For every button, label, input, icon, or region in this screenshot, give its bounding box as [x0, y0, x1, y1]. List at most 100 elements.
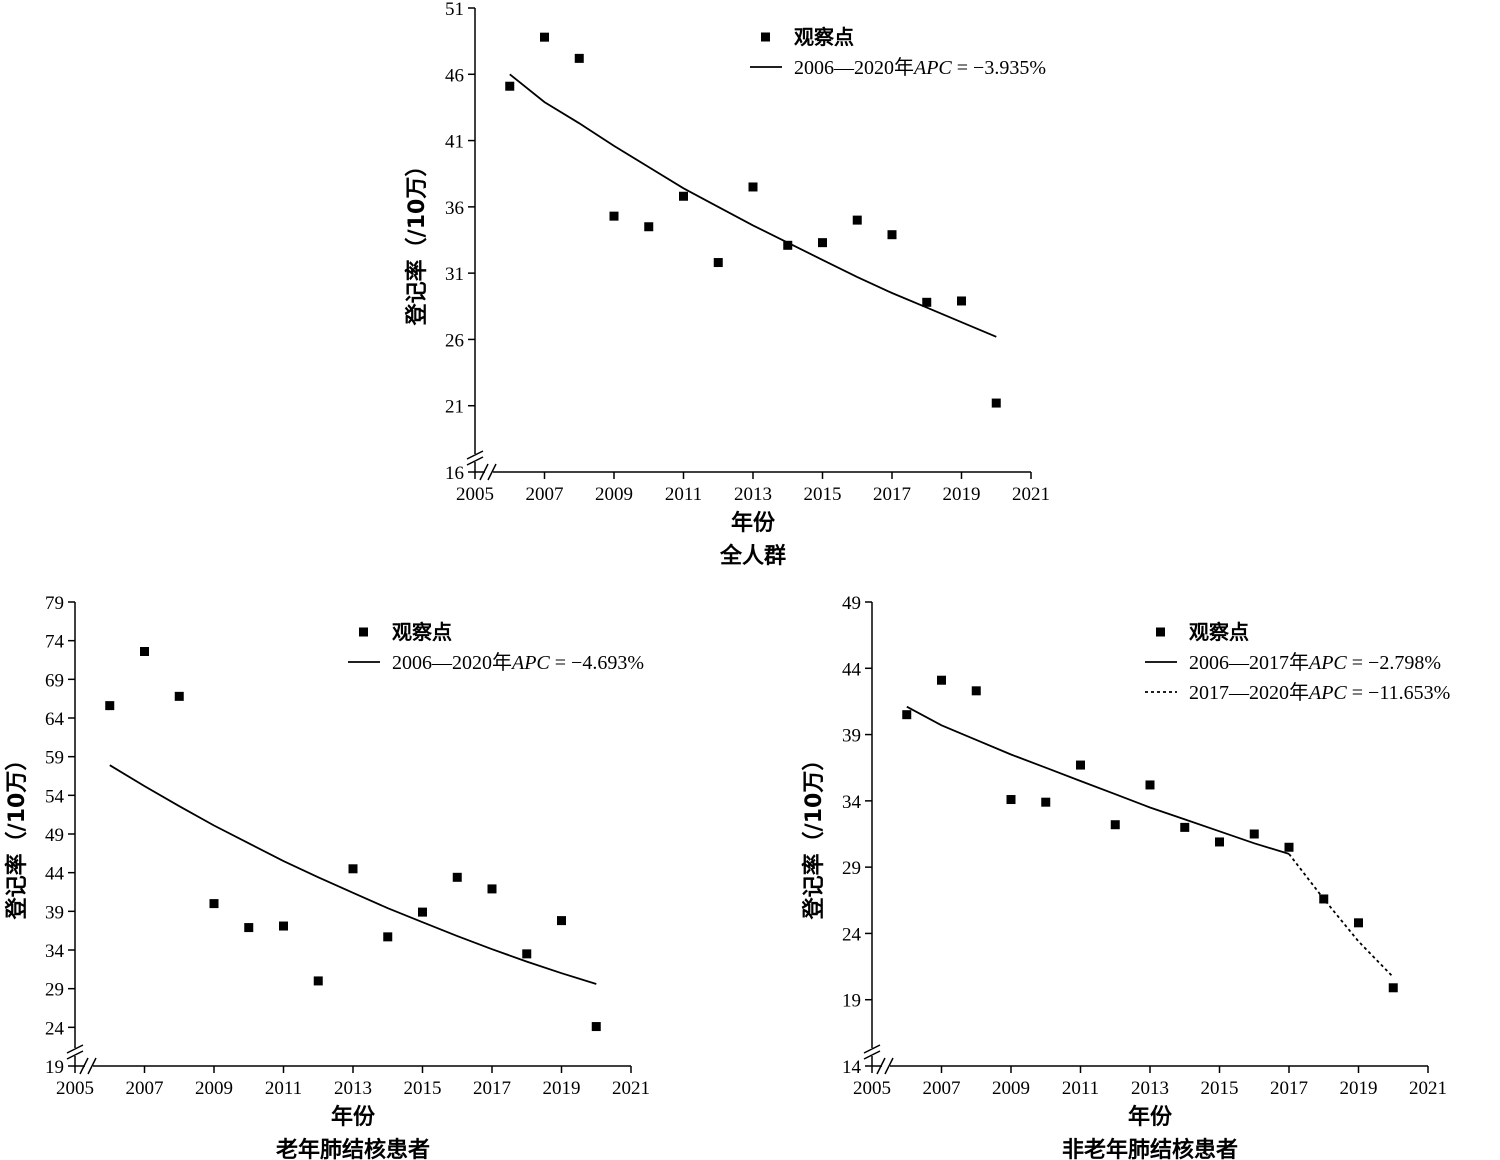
- fit-line-1: [109, 764, 597, 985]
- y-tick-label: 51: [445, 0, 464, 20]
- y-tick-label: 49: [45, 825, 64, 846]
- y-tick-label: 24: [842, 924, 862, 945]
- observed-point: [522, 949, 532, 959]
- observed-point: [1110, 820, 1120, 830]
- observed-point: [1388, 983, 1398, 993]
- x-axis-title: 年份: [331, 1104, 376, 1130]
- y-tick-label: 64: [45, 709, 65, 730]
- observed-point: [348, 864, 358, 874]
- observed-point: [452, 872, 462, 882]
- y-axis-title: 登记率（/10万）: [404, 155, 430, 327]
- y-tick-label: 59: [45, 748, 64, 769]
- x-tick-label: 2021: [612, 1078, 650, 1099]
- observed-point: [487, 884, 497, 894]
- observed-point: [1215, 837, 1224, 847]
- legend: 观察点 2006—2020年APC = −4.693%: [348, 620, 644, 674]
- observed-point: [418, 907, 427, 917]
- observed-point: [1006, 795, 1016, 805]
- x-tick-label: 2021: [1409, 1078, 1447, 1099]
- x-tick-label: 2013: [734, 484, 772, 505]
- observed-point: [1354, 918, 1363, 928]
- legend-marker-observed: [761, 32, 770, 42]
- observed-point: [937, 675, 946, 685]
- y-tick-label: 24: [45, 1018, 65, 1039]
- observed-point: [922, 297, 932, 307]
- y-tick-label: 54: [45, 786, 65, 807]
- x-tick-label: 2005: [853, 1078, 891, 1099]
- x-tick-label: 2005: [56, 1078, 94, 1099]
- x-tick-label: 2017: [473, 1078, 511, 1099]
- observed-point: [957, 296, 966, 306]
- x-tick-label: 2011: [265, 1078, 302, 1099]
- observed-point: [609, 211, 619, 221]
- y-tick-label: 44: [45, 864, 65, 885]
- fit-line-1: [509, 73, 997, 338]
- y-tick-label: 34: [45, 941, 65, 962]
- x-tick-label: 2009: [195, 1078, 233, 1099]
- y-axis-break-mark: [466, 450, 484, 466]
- observed-point: [1041, 797, 1051, 807]
- x-axis-title: 年份: [1128, 1104, 1173, 1130]
- observed-point: [574, 53, 584, 63]
- observed-point: [174, 691, 184, 701]
- observed-point: [540, 32, 549, 42]
- x-axis-break-mark: [79, 1057, 97, 1075]
- x-tick-label: 2007: [923, 1078, 961, 1099]
- y-tick-label: 29: [45, 980, 64, 1001]
- y-tick-label: 31: [445, 264, 464, 285]
- observed-point: [818, 238, 827, 248]
- y-tick-label: 44: [842, 659, 862, 680]
- observed-point: [209, 899, 219, 909]
- y-axis-break-mark: [863, 1044, 881, 1060]
- y-axis-break-mark: [66, 1044, 84, 1060]
- y-tick-label: 34: [842, 792, 862, 813]
- legend-label-observed: 观察点: [1189, 620, 1249, 644]
- chart-panel-3: 2005 2007 2009 2011 2013 2015 2017 2019 2021 14 19…: [801, 593, 1450, 1160]
- x-tick-label: 2015: [404, 1078, 442, 1099]
- chart-panel-1: 2005 2007 2009 2011 2013 2015 2017 2019 2021 16 21…: [404, 0, 1050, 569]
- observed-point: [852, 215, 862, 225]
- observed-point: [783, 240, 793, 250]
- observed-point: [1180, 822, 1190, 832]
- observed-point: [902, 710, 912, 720]
- legend-label-fit-2: 2017—2020年APC = −11.653%: [1189, 681, 1450, 704]
- y-tick-label: 69: [45, 670, 64, 691]
- x-tick-label: 2021: [1012, 484, 1050, 505]
- chart-title: 老年肺结核患者: [275, 1137, 430, 1160]
- y-tick-label: 14: [842, 1057, 862, 1078]
- observed-point: [383, 932, 393, 942]
- fit-line-1: [906, 705, 1290, 855]
- y-tick-label: 21: [445, 397, 464, 418]
- x-tick-label: 2011: [1062, 1078, 1099, 1099]
- chart-title: 全人群: [719, 543, 786, 569]
- y-axis-title: 登记率（/10万）: [801, 749, 827, 921]
- legend-marker-observed: [359, 627, 368, 637]
- y-tick-label: 29: [842, 858, 861, 879]
- legend-label-observed: 观察点: [794, 25, 854, 49]
- x-tick-label: 2017: [1270, 1078, 1308, 1099]
- observed-point: [244, 923, 254, 933]
- x-tick-label: 2007: [126, 1078, 164, 1099]
- y-tick-label: 41: [445, 132, 464, 153]
- observed-point: [1076, 760, 1085, 770]
- y-tick-label: 46: [445, 65, 464, 86]
- observed-point: [644, 222, 654, 232]
- y-tick-label: 26: [445, 330, 464, 351]
- observed-point: [748, 182, 758, 192]
- observed-point: [971, 686, 981, 696]
- x-tick-label: 2015: [804, 484, 842, 505]
- x-tick-label: 2013: [1131, 1078, 1169, 1099]
- y-tick-label: 79: [45, 593, 64, 614]
- y-tick-label: 16: [445, 463, 464, 484]
- observed-point: [679, 191, 688, 201]
- observed-point: [991, 398, 1001, 408]
- chart-title: 非老年肺结核患者: [1062, 1137, 1238, 1160]
- x-axis-title: 年份: [731, 510, 776, 536]
- legend-label-fit-1: 2006—2017年APC = −2.798%: [1189, 651, 1441, 674]
- observed-point: [1319, 894, 1329, 904]
- fit-line-2: [1288, 853, 1394, 978]
- legend-label-fit-1: 2006—2020年APC = −3.935%: [794, 56, 1046, 79]
- x-tick-label: 2009: [992, 1078, 1030, 1099]
- observed-point: [105, 701, 115, 711]
- observed-point: [557, 916, 566, 926]
